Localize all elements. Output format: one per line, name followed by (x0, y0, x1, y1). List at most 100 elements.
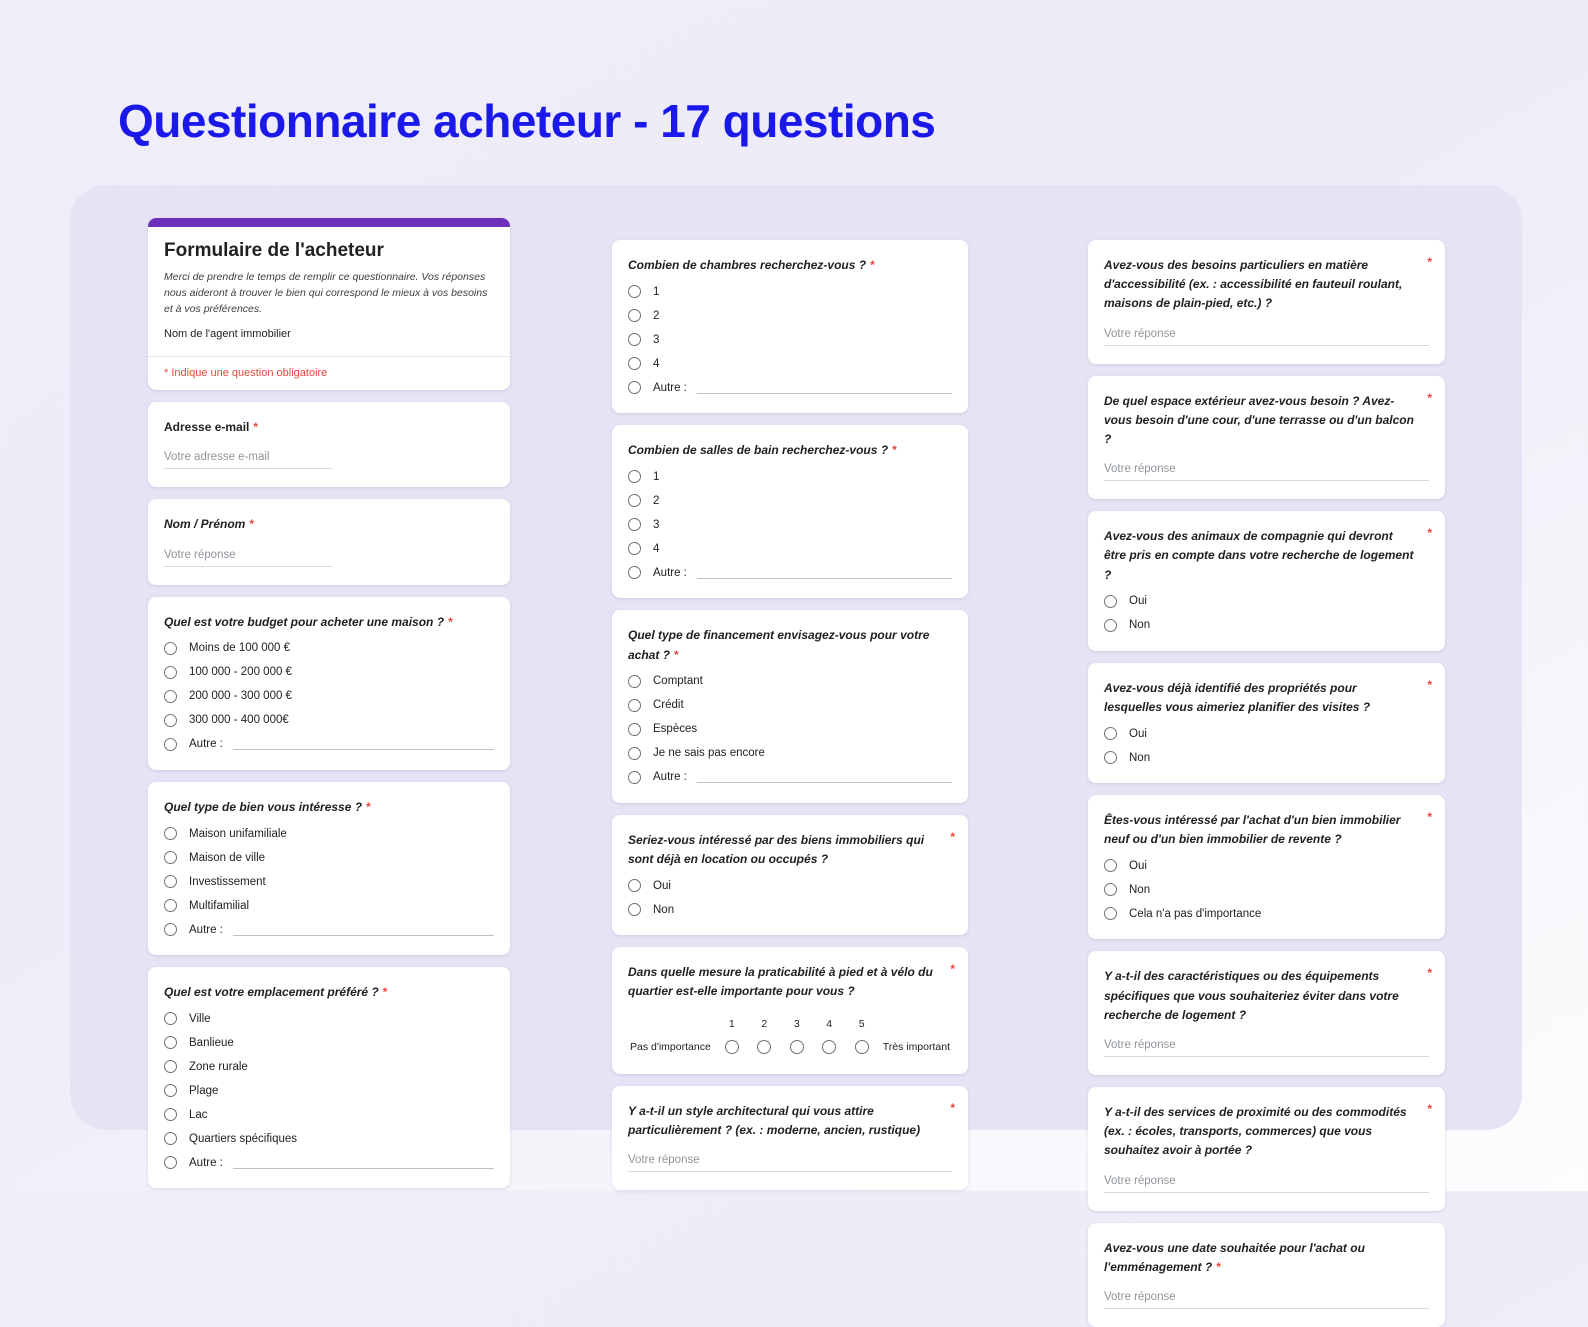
text-answer-input[interactable]: Votre réponse (628, 1154, 952, 1172)
radio-option-row: 200 000 - 300 000 € (164, 689, 494, 704)
scale-radio-button[interactable] (789, 1039, 804, 1054)
radio-option-row-other: Autre : (164, 922, 494, 937)
radio-button[interactable] (1104, 907, 1117, 921)
radio-button[interactable] (164, 923, 177, 936)
required-asterisk: * (1216, 1259, 1221, 1274)
radio-button[interactable] (628, 494, 641, 508)
radio-option-row: Ville (164, 1011, 494, 1026)
radio-button[interactable] (164, 713, 177, 727)
scale-radio-button[interactable] (822, 1039, 837, 1054)
radio-button[interactable] (164, 851, 177, 864)
radio-button[interactable] (1104, 751, 1117, 765)
scale-tick-label: 2 (761, 1017, 768, 1030)
radio-button[interactable] (1104, 594, 1117, 608)
form-panel: Formulaire de l'acheteur Merci de prendr… (70, 185, 1522, 1327)
radio-button[interactable] (628, 518, 641, 532)
radio-option-label: 4 (653, 542, 660, 555)
question-title: Avez-vous des animaux de compagnie qui d… (1104, 527, 1429, 585)
radio-button[interactable] (628, 566, 641, 580)
radio-button[interactable] (628, 381, 641, 395)
radio-button[interactable] (164, 737, 177, 751)
radio-button[interactable] (164, 1084, 177, 1098)
radio-button[interactable] (164, 1108, 177, 1122)
question-card: Adresse e-mail * Votre adresse e-mail (148, 402, 510, 488)
form-accent-bar (148, 218, 510, 227)
radio-button[interactable] (628, 770, 641, 784)
radio-button[interactable] (164, 1132, 177, 1146)
radio-option-row: 1 (628, 284, 952, 299)
text-answer-input[interactable]: Votre adresse e-mail (164, 451, 332, 470)
radio-button[interactable] (164, 875, 177, 888)
radio-button[interactable] (628, 903, 641, 917)
radio-button[interactable] (1104, 883, 1117, 897)
radio-button[interactable] (164, 1012, 177, 1026)
text-answer-input[interactable]: Votre réponse (164, 549, 332, 567)
radio-option-label: Quartiers spécifiques (189, 1132, 298, 1145)
radio-button[interactable] (164, 899, 177, 912)
scale-items: 1 2 3 4 5 (711, 1018, 883, 1054)
radio-option-row: 2 (628, 308, 952, 323)
radio-option-label: 3 (653, 333, 660, 346)
text-answer-input[interactable]: Votre réponse (1104, 463, 1429, 482)
radio-button[interactable] (164, 689, 177, 703)
required-asterisk: * (366, 799, 371, 814)
text-answer-input[interactable]: Votre réponse (1104, 328, 1429, 346)
radio-button[interactable] (1104, 727, 1117, 741)
question-title: Avez-vous une date souhaitée pour l'acha… (1104, 1239, 1429, 1277)
radio-button[interactable] (164, 665, 177, 679)
other-option-input[interactable] (696, 771, 952, 784)
radio-button[interactable] (628, 542, 641, 556)
radio-button[interactable] (164, 1060, 177, 1074)
radio-button[interactable] (628, 698, 641, 712)
radio-button[interactable] (628, 333, 641, 347)
radio-button[interactable] (164, 1156, 177, 1170)
radio-option-label: Non (1129, 751, 1151, 764)
radio-button[interactable] (1104, 618, 1117, 632)
radio-option-row: Oui (1104, 726, 1429, 741)
other-option-input[interactable] (232, 738, 494, 751)
radio-button[interactable] (628, 309, 641, 323)
question-title-text: Y a-t-il des services de proximité ou de… (1104, 1105, 1407, 1158)
radio-button[interactable] (628, 470, 641, 484)
scale-tick-label: 3 (793, 1017, 800, 1030)
question-title-text: Avez-vous une date souhaitée pour l'acha… (1104, 1240, 1365, 1274)
agent-name-label: Nom de l'agent immobilier (164, 328, 291, 341)
radio-option-row: Non (1104, 618, 1429, 633)
other-option-input[interactable] (696, 382, 952, 394)
radio-option-label: Comptant (653, 675, 703, 688)
scale-radio-button[interactable] (724, 1039, 739, 1054)
radio-button[interactable] (164, 1036, 177, 1050)
text-answer-input[interactable]: Votre réponse (1104, 1039, 1429, 1057)
question-title-text: Nom / Prénom (164, 517, 246, 532)
text-answer-input[interactable]: Votre réponse (1104, 1175, 1429, 1193)
radio-button[interactable] (628, 879, 641, 893)
radio-button[interactable] (628, 674, 641, 688)
radio-button[interactable] (164, 827, 177, 840)
required-asterisk: * (382, 985, 388, 999)
scale-tick-label: 1 (728, 1017, 735, 1030)
question-title-text: Dans quelle mesure la praticabilité à pi… (628, 965, 933, 999)
other-option-input[interactable] (232, 924, 494, 936)
radio-option-row: Espèces (628, 722, 952, 737)
radio-option-row: Zone rurale (164, 1059, 494, 1074)
question-card: Quel est votre emplacement préféré ? * Vil… (148, 967, 510, 1189)
radio-option-row: 3 (628, 517, 952, 532)
radio-button[interactable] (628, 357, 641, 371)
radio-button[interactable] (1104, 859, 1117, 873)
radio-option-label: Plage (189, 1084, 219, 1097)
radio-button[interactable] (628, 285, 641, 299)
radio-option-row: Non (1104, 750, 1429, 765)
required-asterisk: * (1427, 810, 1432, 825)
radio-button[interactable] (164, 641, 177, 655)
radio-button[interactable] (628, 746, 641, 760)
scale-radio-button[interactable] (854, 1039, 869, 1054)
other-option-input[interactable] (232, 1157, 494, 1169)
scale-radio-button[interactable] (757, 1039, 772, 1054)
required-asterisk: * (1427, 390, 1432, 405)
required-asterisk: * (1427, 677, 1432, 692)
question-card: Seriez-vous intéressé par des biens immo… (612, 814, 968, 936)
radio-button[interactable] (628, 722, 641, 736)
text-answer-input[interactable]: Votre réponse (1104, 1291, 1429, 1309)
question-title-text: Adresse e-mail (164, 420, 250, 435)
other-option-input[interactable] (696, 567, 952, 579)
